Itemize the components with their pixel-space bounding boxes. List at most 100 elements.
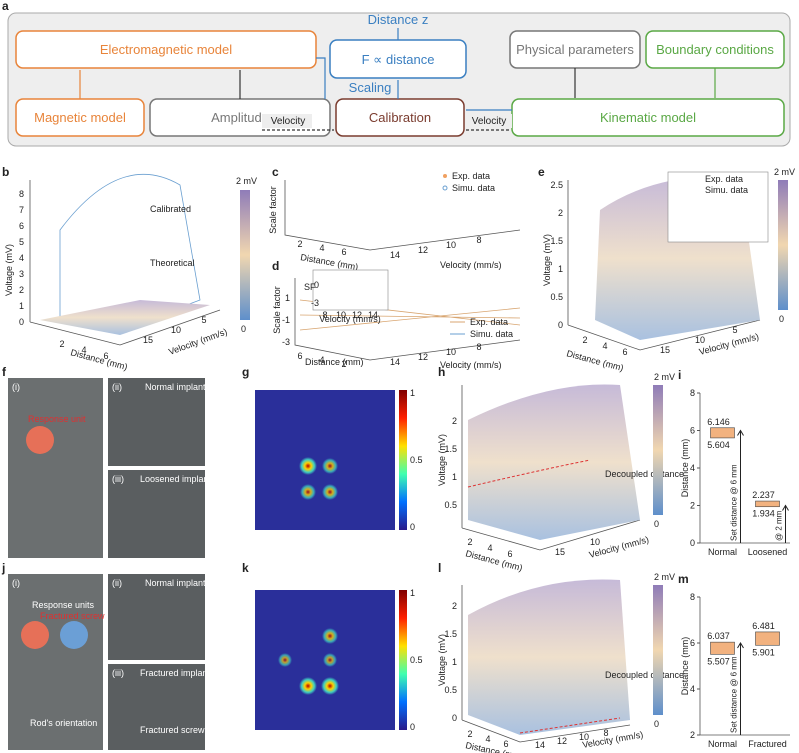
bar [710, 427, 735, 439]
edges [79, 28, 716, 131]
surface-calibrated [59, 173, 201, 331]
colorbar-label: 1 [410, 588, 415, 598]
spot [321, 677, 339, 695]
panel-label: h [438, 365, 445, 379]
node-label: Physical parameters [516, 42, 634, 57]
inset-label: SF [304, 282, 316, 292]
node-label: Distance z [368, 12, 429, 27]
photo [8, 378, 103, 558]
tick-label: 6 [103, 351, 108, 361]
colorbar-label: 0 [410, 522, 415, 532]
bar [755, 500, 780, 508]
tick-label: 6 [19, 221, 24, 231]
tick-label: 1 [452, 657, 457, 667]
axis [29, 180, 221, 346]
panel-label: e [538, 165, 545, 179]
axis-label: Distance (mm) [565, 348, 624, 373]
node [335, 98, 465, 137]
tick-label: 8 [19, 189, 24, 199]
panel-label: b [2, 165, 9, 179]
tick-label: 5 [201, 315, 206, 325]
tick-label: 14 [390, 250, 400, 260]
tick-label: 10 [579, 732, 589, 742]
photo [108, 470, 205, 558]
panel-label: m [678, 572, 689, 586]
tick-label: 14 [368, 310, 378, 320]
y-tick-label: 8 [690, 592, 695, 602]
inset [312, 269, 389, 311]
annotation: Fractured screw [40, 611, 105, 621]
annotation: Decoupled distance [605, 469, 684, 479]
sub-label: (i) [12, 578, 20, 588]
panel-label: d [272, 259, 279, 273]
sub-label: (ii) [112, 578, 122, 588]
colorbar-label: 1 [410, 388, 415, 398]
colorbar-label: 0 [654, 719, 659, 729]
colorbar-label: 0 [241, 324, 246, 334]
colorbar-label: 0.5 [410, 455, 423, 465]
panel-a: a Electromagnetic model Magnetic model A… [2, 0, 791, 147]
annotation: Fractured screw [140, 725, 205, 735]
tick-label: 12 [557, 736, 567, 746]
y-tick-label: 8 [690, 388, 695, 398]
annotation: Theoretical [150, 258, 195, 268]
axis [461, 385, 641, 551]
colorbar-label: 2 mV [654, 372, 675, 382]
colorbar [653, 585, 663, 715]
tick-label: 4 [602, 341, 607, 351]
tick-label: 4 [487, 543, 492, 553]
axis [294, 278, 521, 361]
tick-label: 10 [590, 537, 600, 547]
tick-label: 4 [19, 253, 24, 263]
axis-label: Distance (mm) [464, 548, 523, 573]
tick-label: 12 [352, 310, 362, 320]
colorbar-label: 0 [654, 519, 659, 529]
tick-label: 2 [19, 285, 24, 295]
axis-label: Distance (mm) [69, 347, 128, 372]
legend-label: Exp. data [470, 317, 508, 327]
value-label: 6.146 [707, 417, 730, 427]
tick-label: 6 [297, 351, 302, 361]
edge-label-bg [262, 114, 312, 128]
colorbar [653, 385, 663, 515]
axis-label: Distance (mm) [680, 637, 690, 696]
annotation: Loosened implant [140, 474, 212, 484]
tick-label: 5 [19, 237, 24, 247]
tick-label: 1 [558, 264, 563, 274]
inset-label: Velocity (mm/s) [319, 314, 381, 324]
colorbar [240, 190, 250, 320]
tick-label: 10 [171, 325, 181, 335]
sub-label: (ii) [112, 382, 122, 392]
value-label: 5.901 [752, 647, 775, 657]
axis-label: Velocity (mm/s) [698, 331, 760, 357]
tick-label: -3 [311, 298, 319, 308]
tick-label: 0.5 [550, 292, 563, 302]
tick-label: 10 [446, 347, 456, 357]
panel-label: k [242, 561, 249, 575]
legend-label: Exp. data [705, 174, 743, 184]
value-label: 5.507 [707, 656, 730, 666]
tick-label: 7 [19, 205, 24, 215]
annotation: Response units [32, 600, 95, 610]
panel-b: b Calibrated Theoretical Voltage (mV) Di… [2, 165, 257, 372]
tick-label: 0.5 [444, 500, 457, 510]
y-tick-label: 2 [690, 730, 695, 740]
node-label: Magnetic model [34, 110, 126, 125]
tick-label: 12 [418, 352, 428, 362]
panel-j: j (i) Response units Fractured screw Rod… [1, 561, 211, 750]
panel-label: f [2, 365, 7, 379]
node-label: Calibration [369, 110, 431, 125]
panel-label: c [272, 165, 279, 179]
surface [468, 384, 640, 540]
node-label: Electromagnetic model [100, 42, 232, 57]
annotation: Rod's orientation [30, 718, 97, 728]
tick-label: 1 [452, 472, 457, 482]
spot [323, 653, 337, 667]
axis-label: Scale factor [268, 186, 278, 234]
colorbar-label: 2 mV [774, 167, 795, 177]
tick-label: 1 [19, 301, 24, 311]
tick-label: -3 [282, 337, 290, 347]
annotation: Fractured implant [140, 668, 211, 678]
x-tick-label: Normal [708, 547, 737, 557]
tick-label: 15 [143, 335, 153, 345]
